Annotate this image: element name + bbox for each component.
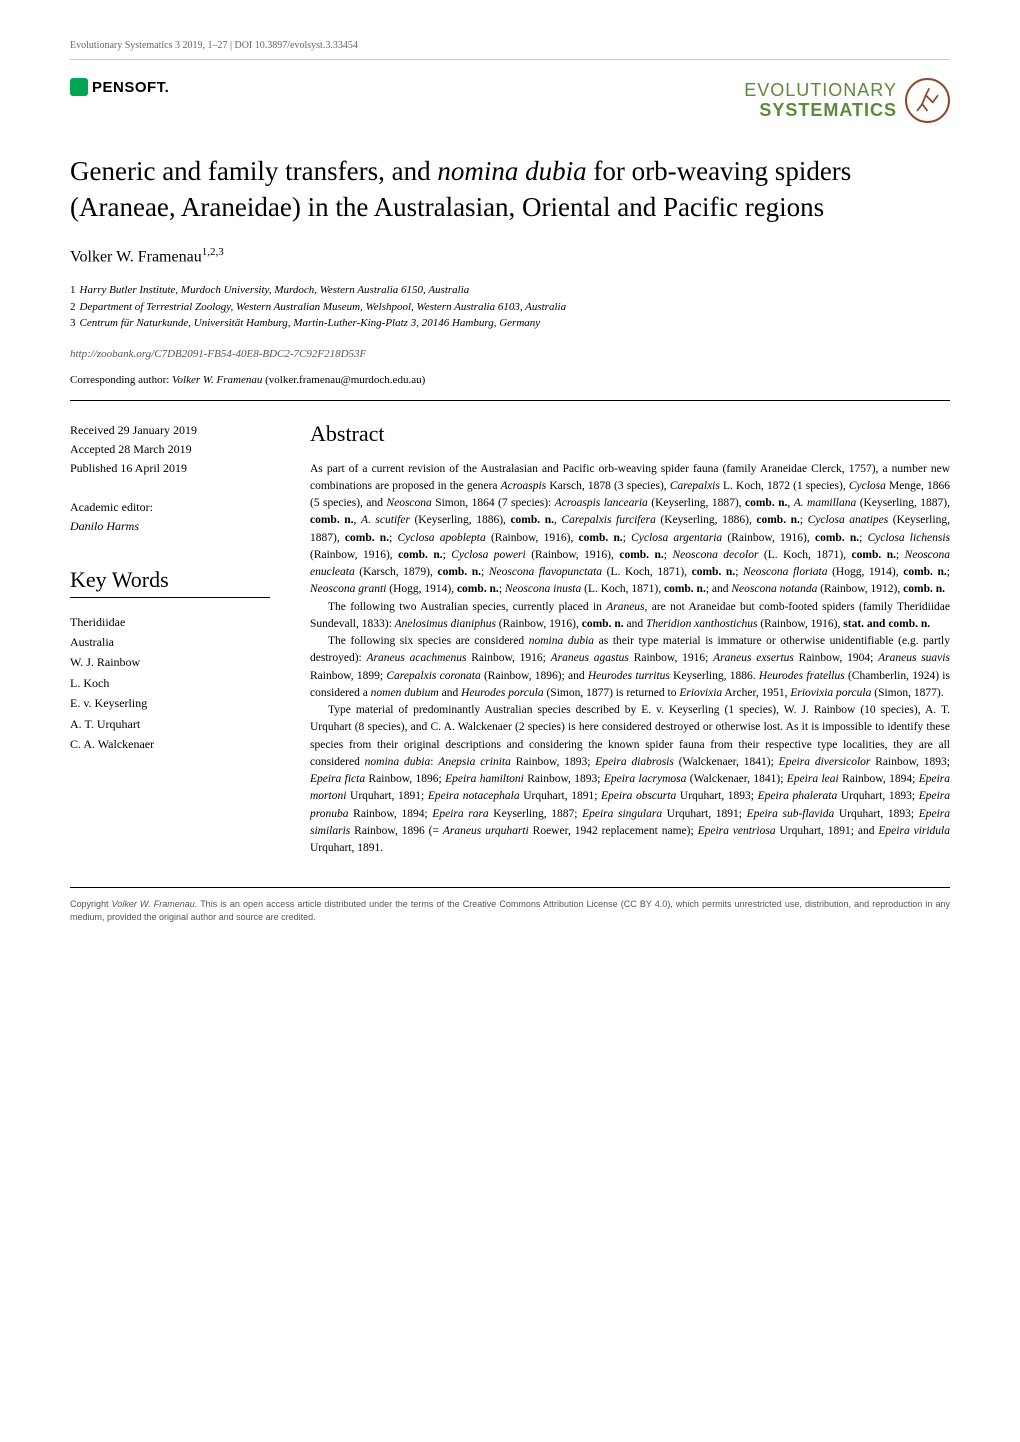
left-sidebar: Received 29 January 2019 Accepted 28 Mar… bbox=[70, 421, 270, 858]
affiliation-item: 3 Centrum für Naturkunde, Universität Ham… bbox=[70, 315, 950, 332]
keyword-item: C. A. Walckenaer bbox=[70, 734, 270, 754]
article-title: Generic and family transfers, and nomina… bbox=[70, 153, 950, 226]
editor-name: Danilo Harms bbox=[70, 519, 139, 533]
copyright-prefix: Copyright bbox=[70, 899, 112, 909]
keywords-heading: Key Words bbox=[70, 567, 270, 598]
abstract-para: Type material of predominantly Australia… bbox=[310, 702, 950, 857]
affil-text: Department of Terrestrial Zoology, Weste… bbox=[80, 301, 567, 313]
affil-num: 2 bbox=[70, 301, 76, 313]
keyword-item: A. T. Urquhart bbox=[70, 714, 270, 734]
author-affil-sup: 1,2,3 bbox=[202, 246, 224, 258]
publisher-name: PENSOFT. bbox=[92, 79, 169, 96]
affil-num: 3 bbox=[70, 317, 76, 329]
accepted-date: Accepted 28 March 2019 bbox=[70, 440, 270, 459]
abstract-heading: Abstract bbox=[310, 421, 950, 447]
abstract-para: The following six species are considered… bbox=[310, 633, 950, 702]
keyword-item: Theridiidae bbox=[70, 612, 270, 632]
title-italic: nomina dubia bbox=[437, 156, 586, 186]
affil-text: Centrum für Naturkunde, Universität Hamb… bbox=[80, 317, 541, 329]
corresponding-author: Corresponding author: Volker W. Framenau… bbox=[70, 374, 950, 386]
affiliations-block: 1 Harry Butler Institute, Murdoch Univers… bbox=[70, 282, 950, 332]
affil-num: 1 bbox=[70, 284, 76, 296]
abstract-column: Abstract As part of a current revision o… bbox=[310, 421, 950, 858]
corresponding-email: (volker.framenau@murdoch.edu.au) bbox=[262, 374, 425, 386]
published-date: Published 16 April 2019 bbox=[70, 459, 270, 478]
abstract-para: The following two Australian species, cu… bbox=[310, 599, 950, 634]
abstract-body: As part of a current revision of the Aus… bbox=[310, 461, 950, 858]
zoobank-link: http://zoobank.org/C7DB2091-FB54-40E8-BD… bbox=[70, 348, 950, 360]
copyright-text: . This is an open access article distrib… bbox=[70, 899, 950, 922]
keyword-item: L. Koch bbox=[70, 673, 270, 693]
keywords-list: Theridiidae Australia W. J. Rainbow L. K… bbox=[70, 612, 270, 755]
journal-name-line2: SYSTEMATICS bbox=[744, 101, 897, 121]
keyword-item: W. J. Rainbow bbox=[70, 652, 270, 672]
pensoft-bug-icon bbox=[70, 78, 88, 96]
affiliation-item: 1 Harry Butler Institute, Murdoch Univers… bbox=[70, 282, 950, 299]
corresponding-label: Corresponding author: bbox=[70, 374, 172, 386]
corresponding-name: Volker W. Framenau bbox=[172, 374, 262, 386]
journal-ref-bar: Evolutionary Systematics 3 2019, 1–27 | … bbox=[70, 40, 950, 60]
journal-logo: EVOLUTIONARY SYSTEMATICS bbox=[744, 78, 950, 123]
abstract-para: As part of a current revision of the Aus… bbox=[310, 461, 950, 599]
editor-block: Academic editor: Danilo Harms bbox=[70, 498, 270, 536]
section-divider bbox=[70, 400, 950, 401]
publisher-logo: PENSOFT. bbox=[70, 78, 169, 96]
keyword-item: E. v. Keyserling bbox=[70, 693, 270, 713]
phylogeny-icon bbox=[905, 78, 950, 123]
journal-name: EVOLUTIONARY SYSTEMATICS bbox=[744, 81, 897, 121]
affil-text: Harry Butler Institute, Murdoch Universi… bbox=[80, 284, 470, 296]
authors: Volker W. Framenau1,2,3 bbox=[70, 246, 950, 266]
copyright-footer: Copyright Volker W. Framenau. This is an… bbox=[70, 887, 950, 923]
copyright-holder: Volker W. Framenau bbox=[112, 899, 195, 909]
dates-block: Received 29 January 2019 Accepted 28 Mar… bbox=[70, 421, 270, 479]
title-part1: Generic and family transfers, and bbox=[70, 156, 437, 186]
affiliation-item: 2 Department of Terrestrial Zoology, West… bbox=[70, 299, 950, 316]
main-content: Received 29 January 2019 Accepted 28 Mar… bbox=[70, 421, 950, 858]
journal-name-line1: EVOLUTIONARY bbox=[744, 81, 897, 101]
editor-label: Academic editor: bbox=[70, 498, 270, 517]
author-name: Volker W. Framenau bbox=[70, 248, 202, 265]
keyword-item: Australia bbox=[70, 632, 270, 652]
header-row: PENSOFT. EVOLUTIONARY SYSTEMATICS bbox=[70, 78, 950, 123]
received-date: Received 29 January 2019 bbox=[70, 421, 270, 440]
